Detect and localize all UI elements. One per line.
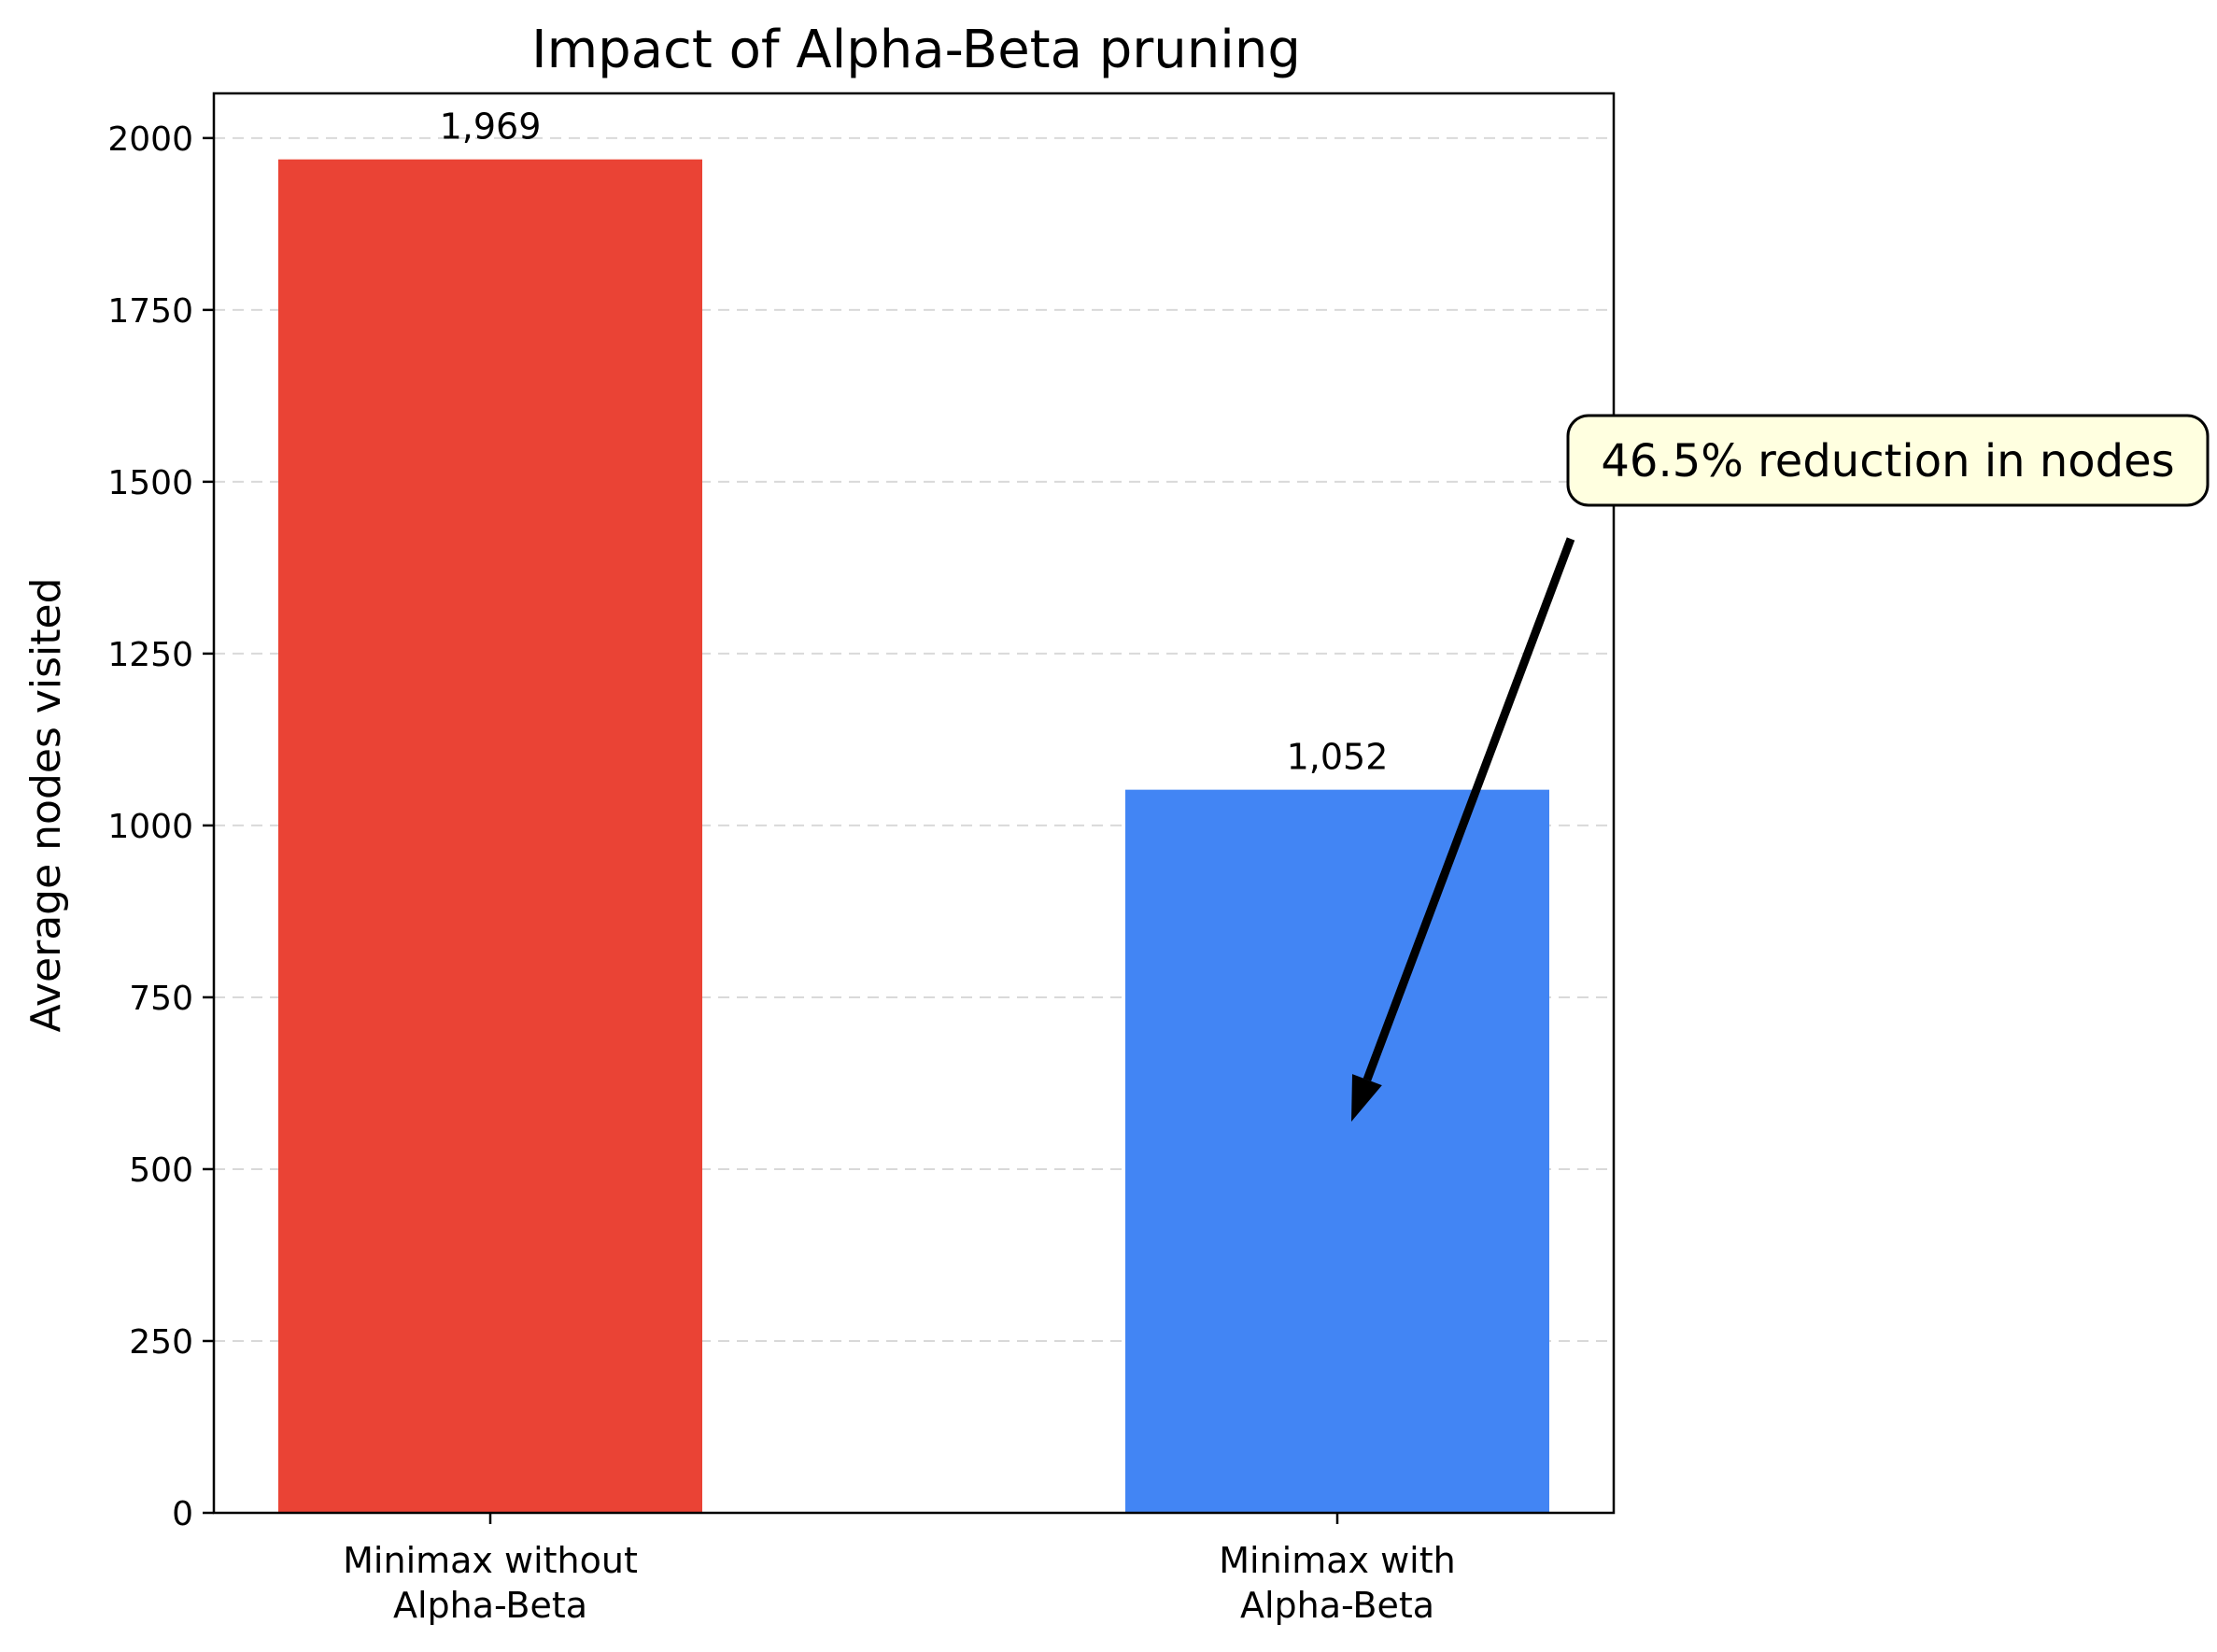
y-tick-label: 1000: [107, 808, 193, 846]
y-tick-label: 750: [129, 980, 193, 1018]
y-tick-label: 250: [129, 1323, 193, 1362]
bar-2: [1125, 789, 1549, 1513]
plot-frame: [212, 92, 1616, 1515]
y-tick-label: 1500: [107, 464, 193, 502]
y-tick-label: 2000: [107, 120, 193, 159]
y-tick-label: 0: [172, 1495, 193, 1533]
y-tick-label: 500: [129, 1151, 193, 1190]
x-tick-label: Minimax without Alpha-Beta: [343, 1540, 638, 1626]
x-tick-label: Minimax with Alpha-Beta: [1219, 1540, 1455, 1626]
annotation-arrow-head: [1351, 1074, 1382, 1123]
y-axis-label: Average nodes visited: [22, 577, 70, 1032]
y-tick-label: 1750: [107, 292, 193, 331]
annotation: 46.5% reduction in nodes: [1351, 414, 2210, 1123]
axes: [203, 92, 1616, 1524]
bar-value-label: 1,969: [440, 106, 542, 148]
annotation-arrow-shaft: [1363, 537, 1575, 1081]
y-tick-label: 1250: [107, 636, 193, 674]
bar-1: [278, 159, 702, 1513]
annotation-box: [1566, 414, 2210, 507]
annotation-text: 46.5% reduction in nodes: [1601, 435, 2174, 487]
labels: 1,969 1,052 0 250 500 750 1000 1250 1500 1750 2000…: [107, 106, 1455, 1626]
bar-value-label: 1,052: [1287, 737, 1389, 778]
chart-title: Impact of Alpha-Beta pruning: [531, 20, 1301, 80]
bars: [278, 159, 1549, 1513]
